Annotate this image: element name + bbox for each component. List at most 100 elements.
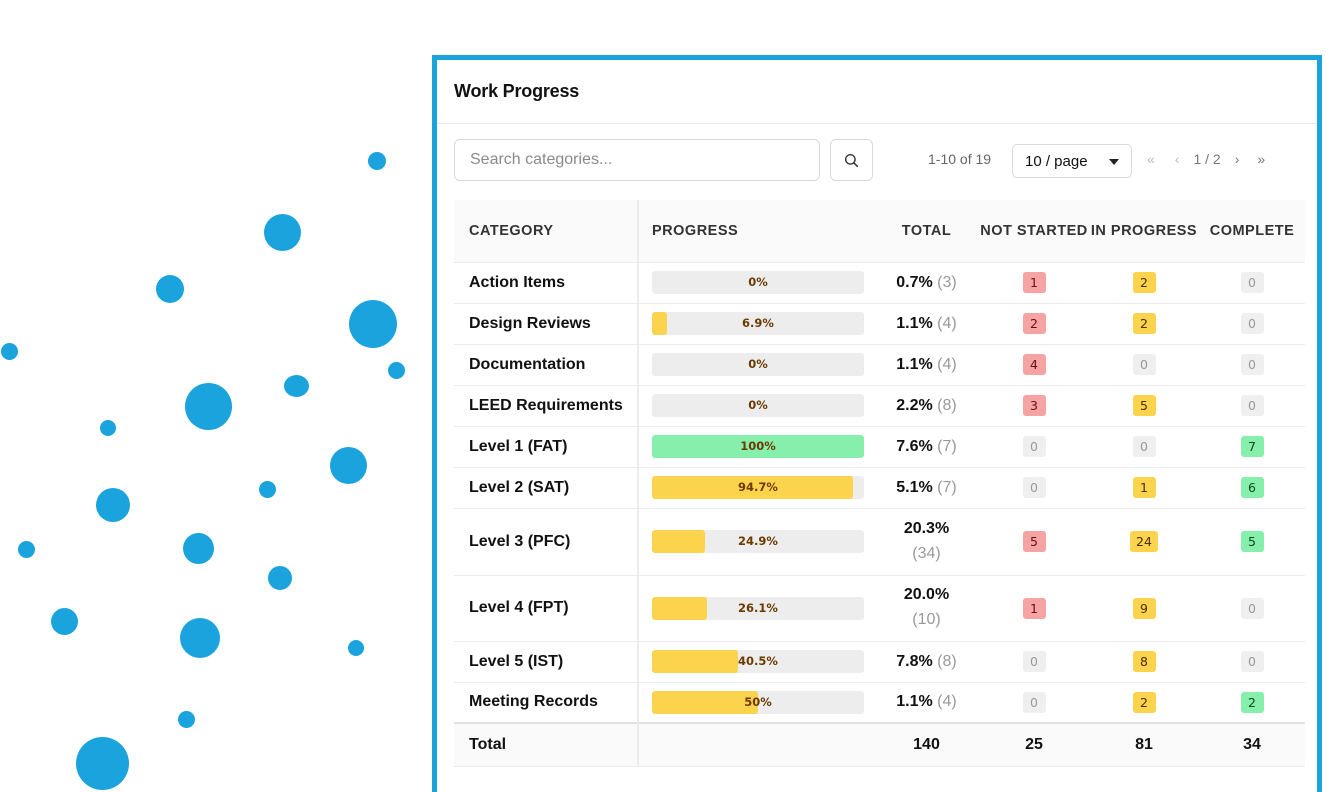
decorative-dot — [368, 152, 386, 170]
table-row[interactable]: LEED Requirements 0% 2.2% (8) 3 5 0 — [454, 385, 1305, 427]
progress-bar-fill — [652, 476, 853, 499]
table-row[interactable]: Design Reviews 6.9% 1.1% (4) 2 2 0 — [454, 303, 1305, 345]
total-cell: 5.1% (7) — [874, 467, 979, 509]
category-name: Level 3 (PFC) — [469, 532, 571, 550]
page-size-value: 10 / page — [1025, 152, 1088, 170]
not-started-badge: 4 — [1022, 354, 1046, 375]
total-count-value: (4) — [937, 314, 957, 332]
first-page-button[interactable]: « — [1147, 151, 1155, 167]
in-progress-badge: 0 — [1132, 436, 1156, 457]
complete-badge: 0 — [1240, 272, 1264, 293]
progress-bar: 24.9% — [652, 530, 864, 553]
total-row: Total 140 25 81 34 — [454, 722, 1305, 767]
decorative-dot — [1, 343, 18, 360]
total-count-value: (34) — [912, 544, 941, 562]
decorative-dot — [51, 608, 78, 635]
progress-bar-fill — [652, 530, 705, 553]
total-count-value: (4) — [937, 355, 957, 373]
page-size-select[interactable]: 10 / page — [1012, 144, 1132, 178]
decorative-dot — [180, 618, 220, 658]
category-name: Documentation — [469, 355, 586, 373]
not-started-badge: 2 — [1022, 313, 1046, 334]
progress-bar-fill — [652, 650, 738, 673]
table-body: Action Items 0% 0.7% (3) 1 2 0 Design Reviews 6… — [454, 262, 1305, 724]
decorative-dot — [284, 375, 309, 397]
complete-badge: 0 — [1240, 395, 1264, 416]
progress-bar-fill — [652, 312, 667, 335]
table-row[interactable]: Level 3 (PFC) 24.9% 20.3% (34) 5 24 5 — [454, 508, 1305, 576]
table-row[interactable]: Level 2 (SAT) 94.7% 5.1% (7) 0 1 6 — [454, 467, 1305, 509]
total-percent: 1.1% — [896, 693, 933, 711]
decorative-dot — [268, 566, 292, 590]
column-header-not-started[interactable]: NOT STARTED — [979, 200, 1089, 263]
last-page-button[interactable]: » — [1257, 151, 1266, 167]
table-row[interactable]: Level 1 (FAT) 100% 7.6% (7) 0 0 7 — [454, 426, 1305, 468]
progress-bar: 0% — [652, 271, 864, 294]
progress-bar-fill — [652, 690, 758, 714]
progress-bar-fill — [652, 596, 708, 620]
progress-bar-label: 0% — [748, 398, 768, 412]
total-cell: 7.8% (8) — [874, 641, 979, 683]
total-count-value: (8) — [937, 652, 957, 670]
table-row[interactable]: Documentation 0% 1.1% (4) 4 0 0 — [454, 344, 1305, 386]
complete-badge: 2 — [1240, 691, 1264, 713]
table-row[interactable]: Action Items 0% 0.7% (3) 1 2 0 — [454, 262, 1305, 304]
category-name: LEED Requirements — [469, 396, 623, 414]
total-percent: 5.1% — [896, 478, 933, 496]
column-header-in-progress[interactable]: IN PROGRESS — [1089, 200, 1199, 263]
caret-down-icon — [1109, 159, 1119, 165]
category-name: Level 2 (SAT) — [469, 478, 570, 496]
decorative-dot — [330, 447, 367, 484]
total-cell: 7.6% (7) — [874, 426, 979, 468]
search-input[interactable] — [454, 139, 820, 181]
decorative-dot — [348, 640, 364, 656]
total-label: Total — [454, 722, 639, 767]
complete-badge: 5 — [1240, 531, 1264, 552]
column-header-complete[interactable]: COMPLETE — [1199, 200, 1305, 263]
progress-bar: 0% — [652, 353, 864, 376]
search-icon — [844, 153, 859, 167]
in-progress-badge: 1 — [1132, 477, 1156, 498]
total-count: 140 — [874, 722, 979, 767]
progress-bar-label: 100% — [740, 439, 776, 453]
column-header-total[interactable]: TOTAL — [874, 200, 979, 263]
progress-bar-fill — [652, 435, 864, 458]
in-progress-badge: 24 — [1130, 531, 1158, 552]
table-header-row: CATEGORY PROGRESS TOTAL NOT STARTED IN P… — [454, 200, 1305, 263]
search-button[interactable] — [830, 139, 873, 181]
category-name: Level 5 (IST) — [469, 652, 564, 670]
total-cell: 1.1% (4) — [874, 303, 979, 345]
progress-bar-label: 50% — [744, 694, 772, 709]
total-progress-cell — [638, 722, 874, 767]
panel-title: Work Progress — [437, 60, 1317, 124]
prev-page-button[interactable]: ‹ — [1174, 151, 1180, 167]
table-row[interactable]: Level 4 (FPT) 26.1% 20.0% (10) 1 9 0 — [454, 575, 1305, 642]
table-row[interactable]: Meeting Records 50% 1.1% (4) 0 2 2 — [454, 682, 1305, 724]
column-header-progress[interactable]: PROGRESS — [638, 200, 874, 263]
decorative-dot — [259, 481, 276, 498]
category-name: Design Reviews — [469, 314, 591, 332]
decorative-dot — [183, 533, 214, 564]
progress-bar-label: 6.9% — [742, 316, 774, 330]
total-in-progress: 81 — [1089, 722, 1199, 767]
progress-bar: 100% — [652, 435, 864, 458]
in-progress-badge: 2 — [1132, 691, 1156, 713]
in-progress-badge: 0 — [1132, 354, 1156, 375]
total-percent: 7.8% — [896, 652, 933, 670]
table-row[interactable]: Level 5 (IST) 40.5% 7.8% (8) 0 8 0 — [454, 641, 1305, 683]
next-page-button[interactable]: › — [1234, 151, 1240, 167]
progress-bar: 26.1% — [652, 596, 864, 620]
total-percent: 20.0% — [903, 586, 950, 604]
total-not-started: 25 — [979, 722, 1089, 767]
progress-bar: 40.5% — [652, 650, 864, 673]
complete-badge: 0 — [1240, 354, 1264, 375]
not-started-badge: 3 — [1022, 395, 1046, 416]
decorative-dot — [96, 488, 130, 522]
decorative-dot — [388, 362, 405, 379]
work-progress-panel: Work Progress 1-10 of 19 10 / page « ‹ 1… — [432, 55, 1322, 792]
total-percent: 7.6% — [896, 437, 933, 455]
pager: « ‹ 1 / 2 › » — [1147, 151, 1265, 167]
column-header-category[interactable]: CATEGORY — [454, 200, 639, 263]
progress-bar-label: 0% — [748, 357, 768, 371]
complete-badge: 0 — [1240, 651, 1264, 672]
